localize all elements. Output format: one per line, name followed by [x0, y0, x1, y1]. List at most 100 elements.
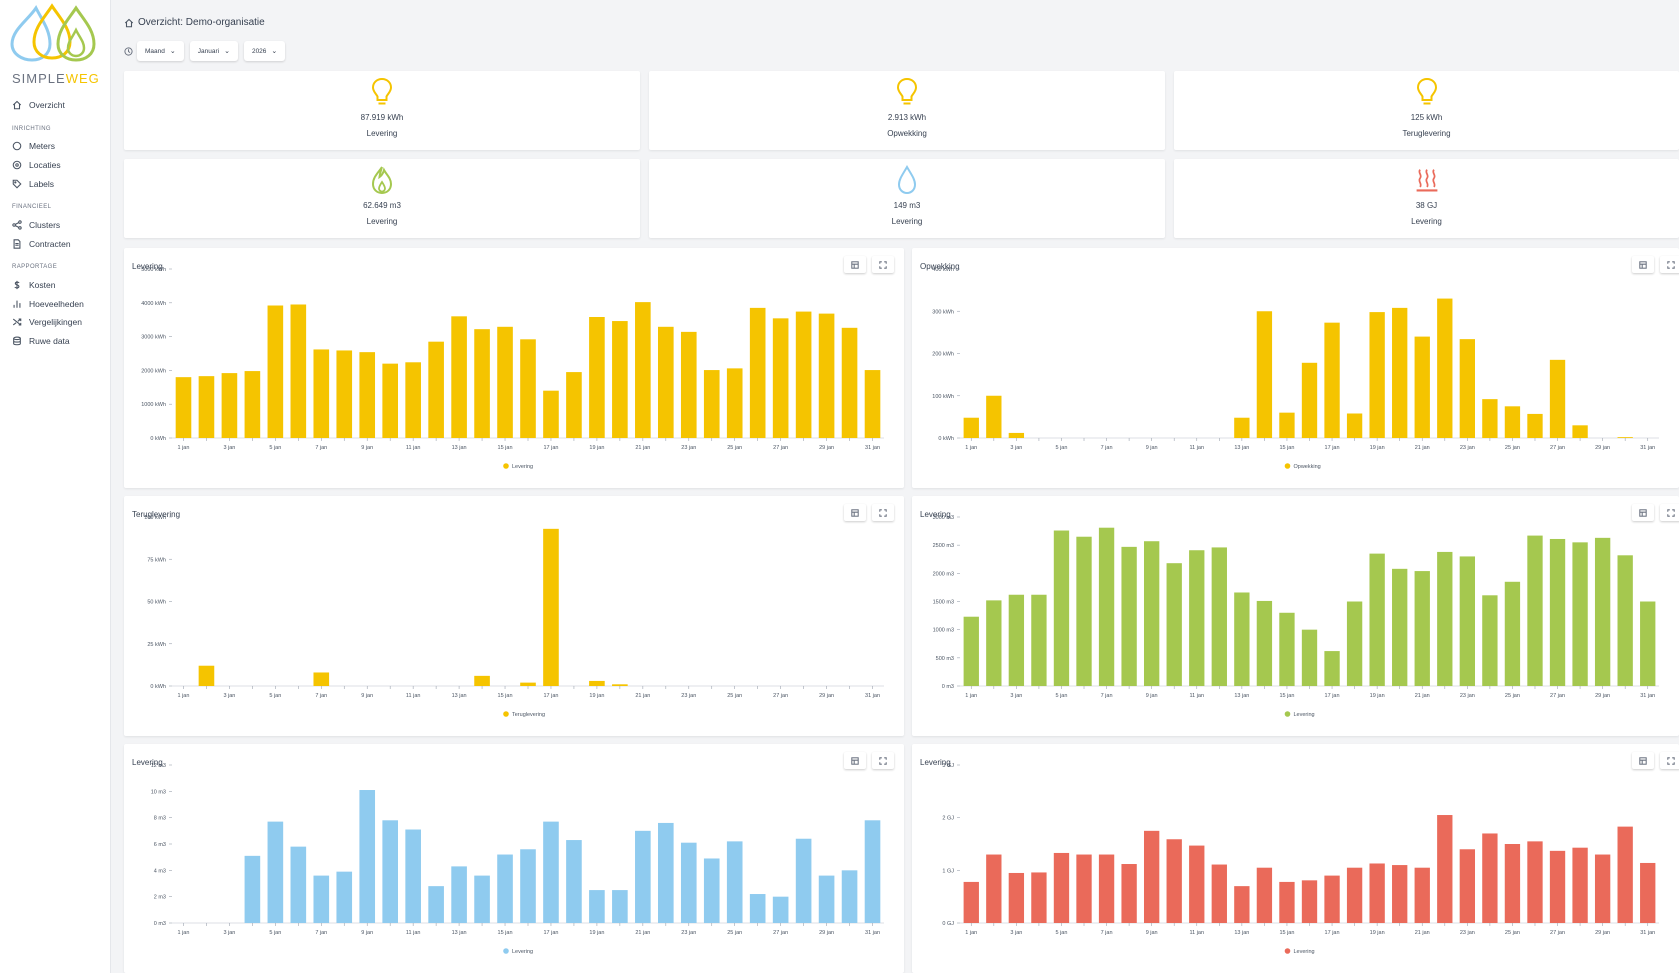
bar[interactable]: [1549, 359, 1566, 438]
bar[interactable]: [1301, 362, 1318, 438]
bar[interactable]: [589, 890, 605, 923]
bar[interactable]: [1437, 815, 1453, 923]
bar[interactable]: [1346, 601, 1363, 687]
bar[interactable]: [1008, 872, 1025, 923]
bar[interactable]: [1189, 550, 1205, 686]
bar[interactable]: [612, 684, 628, 686]
bar[interactable]: [1369, 863, 1385, 923]
bar[interactable]: [267, 305, 284, 438]
legend-label[interactable]: Teruglevering: [512, 712, 545, 718]
bar[interactable]: [198, 376, 215, 438]
chart-table-button[interactable]: [1632, 752, 1654, 769]
legend-marker[interactable]: [1284, 948, 1291, 954]
bar[interactable]: [1166, 563, 1182, 686]
bar[interactable]: [1008, 594, 1025, 686]
bar[interactable]: [1437, 298, 1453, 438]
bar[interactable]: [1549, 538, 1566, 686]
legend-marker[interactable]: [503, 711, 509, 717]
bar[interactable]: [1008, 432, 1025, 438]
legend-label[interactable]: Opwekking: [1294, 464, 1321, 470]
bar[interactable]: [520, 849, 536, 923]
bar[interactable]: [290, 846, 307, 923]
bar[interactable]: [451, 316, 467, 438]
bar[interactable]: [1414, 336, 1430, 438]
bar[interactable]: [1392, 307, 1408, 438]
chart-fullscreen-button[interactable]: [1660, 504, 1679, 521]
bar[interactable]: [818, 313, 835, 438]
bar[interactable]: [1414, 571, 1430, 686]
bar[interactable]: [1527, 841, 1543, 923]
bar[interactable]: [313, 672, 330, 686]
chart-fullscreen-button[interactable]: [872, 752, 894, 769]
bar[interactable]: [1527, 535, 1543, 686]
bar[interactable]: [841, 870, 858, 923]
stat-card-gas-levering[interactable]: 62.649 m3 Levering: [124, 159, 640, 238]
bar[interactable]: [589, 680, 605, 686]
bar[interactable]: [1098, 527, 1115, 686]
bar[interactable]: [1482, 399, 1498, 438]
chart-table-button[interactable]: [844, 504, 866, 521]
sidebar-item-vergelijkingen[interactable]: Vergelijkingen: [12, 315, 82, 329]
bar[interactable]: [841, 327, 858, 438]
bar[interactable]: [1211, 864, 1227, 923]
bar[interactable]: [1504, 844, 1521, 923]
bar[interactable]: [986, 395, 1002, 438]
bar[interactable]: [1121, 546, 1137, 686]
sidebar-item-hoeveelheden[interactable]: Hoeveelheden: [12, 297, 84, 311]
chart-fullscreen-button[interactable]: [872, 504, 894, 521]
bar[interactable]: [1594, 854, 1611, 923]
bar[interactable]: [336, 350, 353, 438]
sidebar-item-ruwe-data[interactable]: Ruwe data: [12, 334, 70, 348]
sidebar-item-locaties[interactable]: Locaties: [12, 158, 61, 172]
bar[interactable]: [1279, 612, 1295, 686]
bar[interactable]: [1256, 867, 1273, 923]
month-select[interactable]: Januari ⌄: [189, 41, 238, 61]
bar[interactable]: [244, 371, 261, 438]
legend-label[interactable]: Levering: [512, 949, 533, 955]
sidebar-item-meters[interactable]: Meters: [12, 139, 55, 153]
bar[interactable]: [405, 362, 421, 438]
bar[interactable]: [1504, 406, 1521, 438]
bar[interactable]: [1346, 867, 1363, 923]
bar[interactable]: [382, 363, 399, 438]
bar[interactable]: [543, 528, 559, 686]
sidebar-item-overzicht[interactable]: Overzicht: [12, 98, 65, 112]
bar[interactable]: [382, 820, 399, 923]
bar[interactable]: [1549, 850, 1566, 923]
bar[interactable]: [336, 871, 353, 923]
bar[interactable]: [198, 665, 215, 686]
bar[interactable]: [1437, 551, 1453, 686]
legend-label[interactable]: Levering: [512, 464, 533, 470]
bar[interactable]: [657, 326, 674, 438]
bar[interactable]: [1256, 311, 1273, 438]
bar[interactable]: [680, 842, 697, 923]
bar[interactable]: [1617, 826, 1633, 923]
bar[interactable]: [1346, 413, 1363, 438]
bar[interactable]: [986, 600, 1002, 686]
bar[interactable]: [1143, 830, 1160, 923]
bar[interactable]: [1414, 867, 1430, 923]
bar[interactable]: [589, 316, 605, 438]
bar[interactable]: [175, 377, 192, 438]
bar[interactable]: [726, 841, 743, 923]
bar[interactable]: [703, 858, 720, 923]
bar[interactable]: [1234, 417, 1250, 438]
bar[interactable]: [1594, 537, 1611, 686]
chart-table-button[interactable]: [1632, 504, 1654, 521]
legend-marker[interactable]: [1284, 711, 1291, 717]
bar[interactable]: [313, 875, 330, 923]
bar[interactable]: [680, 331, 697, 438]
bar[interactable]: [221, 373, 238, 438]
chart-table-button[interactable]: [844, 256, 866, 273]
bar[interactable]: [963, 417, 979, 438]
stat-card-heat-levering[interactable]: 38 GJ Levering: [1174, 159, 1679, 238]
bar[interactable]: [1324, 875, 1340, 923]
bar[interactable]: [749, 894, 766, 923]
bar[interactable]: [566, 372, 582, 438]
bar[interactable]: [635, 302, 651, 438]
bar[interactable]: [405, 829, 421, 923]
bar[interactable]: [612, 321, 628, 438]
bar[interactable]: [1031, 594, 1047, 686]
bar[interactable]: [1279, 881, 1295, 923]
legend-marker[interactable]: [503, 463, 509, 469]
